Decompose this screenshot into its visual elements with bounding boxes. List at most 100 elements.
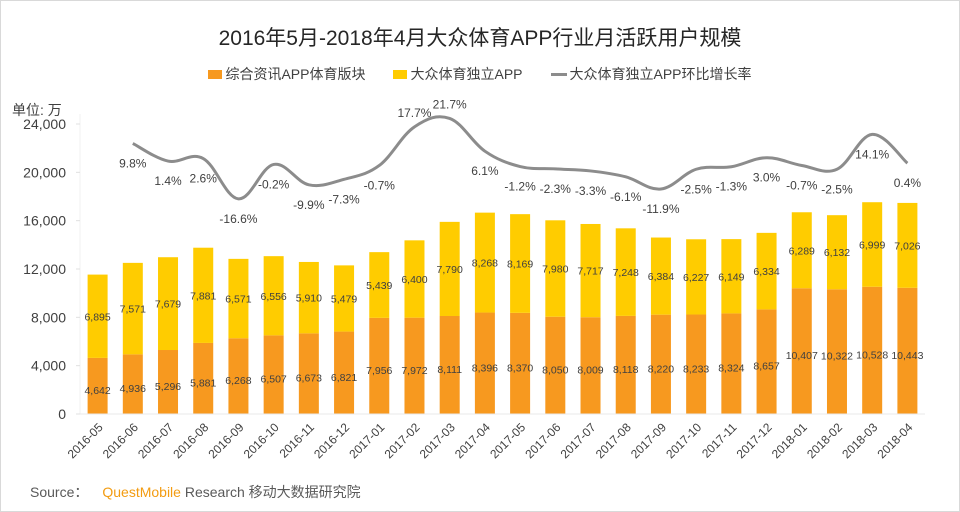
legend-item-news-sports[interactable]: 综合资讯APP体育版块 [208,64,365,84]
data-label-news-sports: 10,528 [856,349,888,361]
y-tick-label: 12,000 [23,261,66,277]
bar-news-sports [193,342,214,414]
bar-news-sports [615,315,636,414]
bar-standalone-app [897,202,918,288]
bar-standalone-app [122,262,143,355]
y-tick-label: 0 [58,406,66,422]
data-label-growth-rate: 0.4% [894,176,922,190]
bar-news-sports [721,313,742,414]
x-tick-label: 2016-05 [65,420,106,461]
data-label-standalone-app: 8,268 [472,258,498,270]
bar-news-sports [228,338,249,414]
x-tick-label: 2017-01 [346,420,387,461]
legend-line-gray [550,72,567,76]
x-tick-label: 2018-04 [874,420,915,461]
bar-standalone-app [193,247,214,343]
bar-news-sports [369,317,390,414]
x-axis: 2016-052016-062016-072016-082016-092016-… [65,413,925,461]
data-label-standalone-app: 7,790 [437,264,463,276]
legend-label: 大众体育独立APP [410,66,523,82]
bars: 4,642 6,895 4,936 7,571 5,296 7,679 5,881 7,881… [84,202,924,414]
x-tick-label: 2017-08 [593,420,634,461]
bar-standalone-app [369,252,390,318]
data-label-growth-rate: -2.3% [540,182,572,196]
bar-news-sports [545,316,566,414]
legend-item-standalone-app[interactable]: 大众体育独立APP [393,64,523,84]
legend-item-growth-rate[interactable]: 大众体育独立APP环比增长率 [550,64,752,84]
data-label-standalone-app: 6,289 [789,245,815,257]
bar-news-sports [404,317,425,414]
data-label-standalone-app: 7,026 [894,240,920,252]
bar-news-sports [334,331,355,414]
legend-label: 大众体育独立APP环比增长率 [569,66,752,82]
bar-standalone-app [404,240,425,318]
y-tick-label: 4,000 [31,358,66,374]
bar-standalone-app [334,265,355,332]
data-label-news-sports: 8,009 [577,365,603,377]
source-brand: QuestMobile [102,484,181,500]
bar-news-sports [862,286,883,414]
data-label-news-sports: 6,821 [331,372,357,384]
data-label-growth-rate: 3.0% [753,171,781,185]
x-tick-label: 2016-06 [100,420,141,461]
data-label-growth-rate: 1.4% [154,174,182,188]
y-tick-label: 20,000 [23,164,66,180]
data-label-news-sports: 8,050 [542,364,568,376]
data-label-standalone-app: 6,571 [225,294,251,306]
data-label-growth-rate: 2.6% [190,172,218,186]
data-label-news-sports: 8,324 [718,363,744,375]
growth-line-path [132,115,909,201]
bar-standalone-app [721,239,742,314]
bar-news-sports [263,335,284,414]
bar-news-sports [298,333,319,414]
data-label-growth-rate: -9.9% [293,198,325,212]
bar-standalone-app [580,223,601,318]
bar-standalone-app [510,214,531,313]
data-label-news-sports: 8,118 [613,364,639,376]
x-tick-label: 2018-01 [769,420,810,461]
data-label-standalone-app: 7,717 [577,266,603,278]
bar-news-sports [474,312,495,414]
data-label-growth-rate: 9.8% [119,156,147,170]
data-label-growth-rate: -3.3% [575,184,607,198]
data-label-growth-rate: -2.5% [680,182,712,196]
bar-news-sports [686,314,707,414]
x-tick-label: 2016-07 [135,420,176,461]
legend: 综合资讯APP体育版块 大众体育独立APP 大众体育独立APP环比增长率 [0,64,960,84]
data-label-standalone-app: 5,910 [296,293,322,305]
data-label-growth-rate: 17.7% [397,106,431,120]
y-tick-label: 16,000 [23,213,66,229]
data-label-news-sports: 8,396 [472,362,498,374]
data-label-news-sports: 8,657 [753,361,779,373]
x-tick-label: 2017-10 [663,420,704,461]
data-label-growth-rate: -0.2% [258,177,290,191]
data-label-standalone-app: 6,384 [648,271,674,283]
data-label-growth-rate: 21.7% [433,97,467,111]
source-note: Source： QuestMobile Research 移动大数据研究院 [30,482,361,502]
data-label-standalone-app: 6,556 [261,291,287,303]
bar-news-sports [158,350,179,414]
data-label-standalone-app: 5,479 [331,293,357,305]
data-label-news-sports: 4,642 [84,385,110,397]
bar-news-sports [791,288,812,414]
x-tick-label: 2017-11 [699,420,740,461]
data-label-news-sports: 6,268 [225,375,251,387]
data-label-standalone-app: 7,679 [155,299,181,311]
data-label-growth-rate: -1.3% [716,180,748,194]
data-label-standalone-app: 8,169 [507,259,533,271]
data-label-growth-rate: -2.5% [821,182,853,196]
bar-news-sports [650,314,671,414]
source-suffix: Research 移动大数据研究院 [184,484,361,500]
data-label-standalone-app: 5,439 [366,280,392,292]
data-label-news-sports: 6,673 [296,373,322,385]
bar-news-sports [122,354,143,414]
data-label-news-sports: 6,507 [261,374,287,386]
bar-standalone-app [826,215,847,290]
data-label-growth-rate: -16.6% [219,212,257,226]
bar-news-sports [826,289,847,414]
data-label-standalone-app: 6,227 [683,272,709,284]
data-label-standalone-app: 7,881 [190,290,216,302]
bar-news-sports [510,312,531,414]
source-prefix: Source： [30,484,89,500]
